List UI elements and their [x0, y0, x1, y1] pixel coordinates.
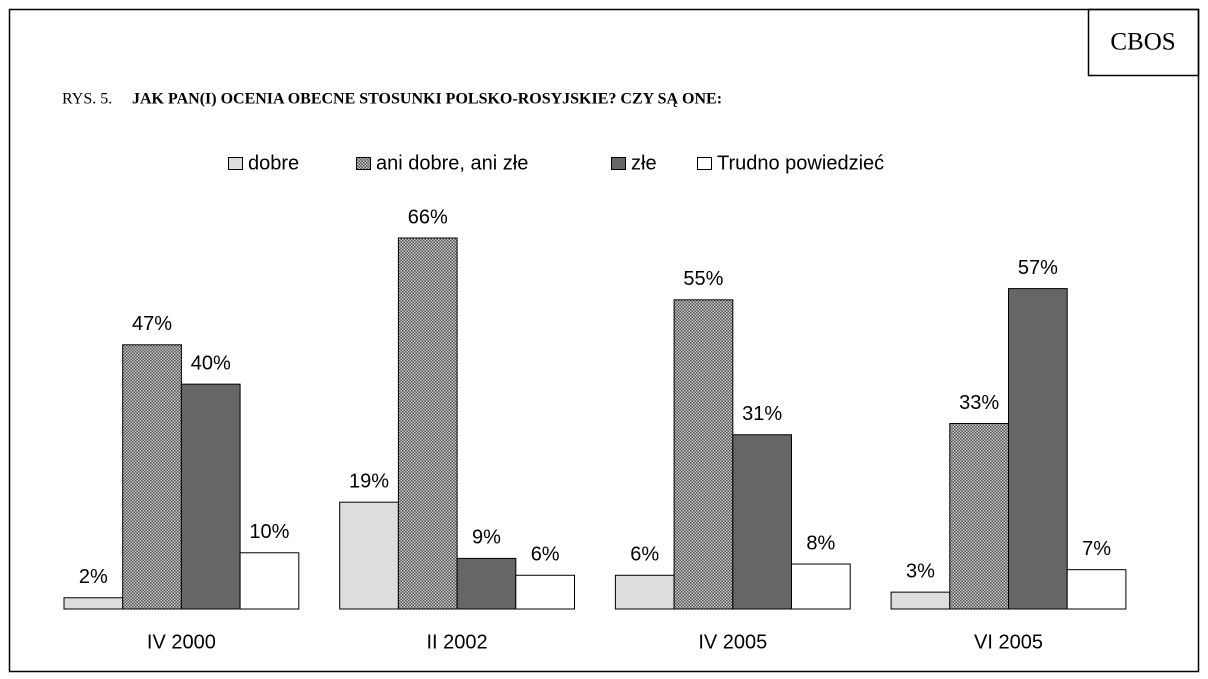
bar	[791, 563, 851, 610]
bar	[890, 591, 951, 610]
bar	[614, 574, 675, 610]
bar	[239, 552, 300, 610]
x-tick-label: IV 2000	[147, 631, 216, 653]
value-label: 10%	[249, 521, 289, 543]
legend-label: Trudno powiedzieć	[717, 152, 884, 174]
value-label: 19%	[349, 470, 389, 492]
value-label: 9%	[472, 527, 501, 549]
value-label: 40%	[191, 352, 231, 374]
x-tick-label: VI 2005	[974, 631, 1043, 653]
bar	[732, 434, 792, 610]
value-label: 47%	[132, 313, 172, 335]
value-label: 2%	[79, 566, 108, 588]
value-label: 8%	[806, 532, 835, 554]
badge: CBOS	[1110, 29, 1175, 56]
value-label: 6%	[531, 544, 560, 566]
bar	[456, 557, 517, 610]
bar	[122, 344, 182, 610]
bar	[339, 501, 399, 610]
legend-swatch	[611, 157, 626, 170]
bar	[1066, 569, 1127, 610]
bar	[673, 299, 734, 610]
bar	[180, 383, 241, 610]
chart-title: JAK PAN(I) OCENIA OBECNE STOSUNKI POLSKO…	[132, 91, 722, 108]
legend-swatch	[697, 157, 712, 170]
legend-label: złe	[631, 152, 657, 174]
bar	[63, 597, 124, 610]
value-label: 57%	[1018, 257, 1058, 279]
legend-label: dobre	[248, 152, 299, 174]
bar	[949, 423, 1009, 610]
legend-label: ani dobre, ani złe	[376, 152, 528, 174]
x-tick-label: II 2002	[427, 631, 488, 653]
value-label: 3%	[906, 560, 935, 582]
frame	[8, 8, 1200, 673]
value-label: 55%	[683, 268, 723, 290]
bar	[515, 574, 575, 610]
title-prefix: RYS. 5.	[62, 91, 112, 108]
x-tick-label: IV 2005	[698, 631, 767, 653]
legend-swatch	[356, 157, 371, 170]
value-label: 31%	[742, 403, 782, 425]
value-label: 33%	[959, 392, 999, 414]
legend-swatch	[228, 157, 243, 170]
value-label: 7%	[1082, 538, 1111, 560]
badge-box	[1087, 8, 1200, 77]
value-label: 66%	[408, 206, 448, 228]
bar	[397, 237, 458, 610]
bar	[1008, 288, 1068, 610]
value-label: 6%	[630, 544, 659, 566]
